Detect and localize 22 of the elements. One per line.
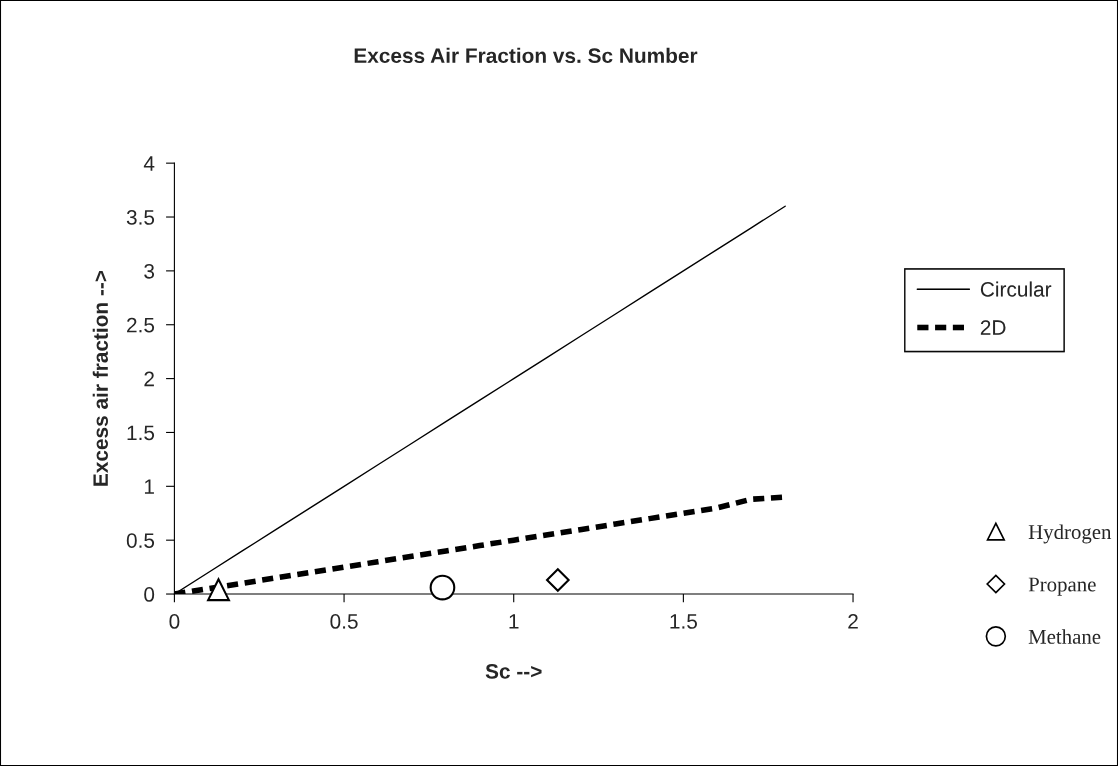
y-tick-label: 1.5 [127, 425, 155, 441]
legend-label: Hydrogen [1028, 524, 1112, 544]
y-tick-label: 0.5 [126, 533, 155, 548]
legend-label: Circular [980, 281, 1052, 297]
x-tick-label: 1 [509, 614, 519, 629]
y-tick-label: 3 [144, 263, 155, 279]
y-tick-label: 0 [144, 587, 155, 602]
x-axis-title: Sc --> [485, 664, 542, 679]
y-tick-label: 3.5 [126, 210, 155, 225]
x-tick-label: 0 [169, 614, 180, 629]
legend-label: 2D [980, 320, 1006, 335]
x-tick-label: 0.5 [330, 614, 358, 629]
y-tick-label: 2.5 [127, 317, 155, 333]
y-tick-label: 1 [144, 479, 154, 494]
y-tick-label: 2 [144, 371, 154, 387]
y-axis-title: Excess air fraction --> [92, 270, 108, 486]
x-tick-label: 1.5 [670, 614, 697, 629]
legend-label: Propane [1028, 577, 1096, 596]
x-tick-label: 2 [848, 614, 858, 629]
chart-title: Excess Air Fraction vs. Sc Number [354, 47, 698, 64]
legend-label: Methane [1028, 629, 1101, 644]
y-tick-label: 4 [143, 156, 155, 171]
